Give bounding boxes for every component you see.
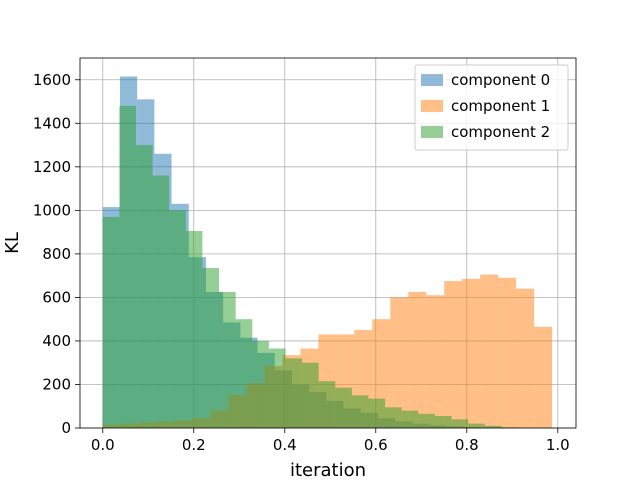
histogram-bar <box>302 363 319 428</box>
y-tick-label: 1600 <box>33 71 71 89</box>
histogram-bar <box>236 319 253 428</box>
histogram-bar <box>153 176 170 428</box>
histogram-bar <box>136 145 153 428</box>
y-tick-label: 400 <box>42 332 71 350</box>
histogram-bar <box>498 278 516 428</box>
x-axis-label: iteration <box>290 460 366 480</box>
histogram-bar <box>352 395 369 428</box>
x-tick-label: 0.8 <box>455 436 479 454</box>
x-tick-label: 0.6 <box>364 436 388 454</box>
histogram-bar <box>119 106 136 428</box>
histogram-bar <box>368 399 385 428</box>
y-tick-label: 1200 <box>33 158 71 176</box>
histogram-bar <box>319 381 336 428</box>
legend-swatch <box>421 74 443 86</box>
y-tick-label: 200 <box>42 375 71 393</box>
y-tick-label: 800 <box>42 245 71 263</box>
histogram-bar <box>402 411 419 428</box>
legend-label: component 0 <box>451 71 550 89</box>
histogram-bar <box>186 231 203 428</box>
histogram-bar <box>269 349 286 428</box>
histogram-bar <box>452 419 469 428</box>
legend-swatch <box>421 126 443 138</box>
histogram-bar <box>468 424 485 428</box>
histogram-bar <box>462 279 480 428</box>
histogram-bar <box>444 281 462 428</box>
legend: component 0 component 1 component 2 <box>415 65 568 150</box>
x-tick-label: 0.0 <box>91 436 115 454</box>
histogram-bar <box>426 295 444 428</box>
histogram-bar <box>252 341 269 428</box>
legend-label: component 1 <box>451 97 550 115</box>
histogram-bar <box>418 414 435 428</box>
histogram-bar <box>285 358 302 428</box>
histogram-bar <box>385 407 402 428</box>
y-axis-label: KL <box>2 232 23 254</box>
y-tick-label: 1000 <box>33 201 71 219</box>
y-tick-label: 600 <box>42 288 71 306</box>
histogram-bar <box>103 217 120 428</box>
histogram-bar <box>516 289 534 428</box>
histogram-bar <box>480 275 498 428</box>
legend-label: component 2 <box>451 123 550 141</box>
histogram-bar <box>219 292 236 428</box>
legend-swatch <box>421 100 443 112</box>
histogram-bar <box>202 268 219 428</box>
x-tick-label: 0.2 <box>182 436 206 454</box>
histogram-bar <box>435 416 452 428</box>
histogram-bar <box>169 210 186 428</box>
x-tick-label: 0.4 <box>273 436 297 454</box>
histogram-bar <box>534 327 552 428</box>
x-tick-label: 1.0 <box>546 436 570 454</box>
histogram-bar <box>408 292 426 428</box>
histogram-bar <box>335 388 352 428</box>
y-tick-label: 0 <box>61 419 71 437</box>
y-tick-label: 1400 <box>33 114 71 132</box>
